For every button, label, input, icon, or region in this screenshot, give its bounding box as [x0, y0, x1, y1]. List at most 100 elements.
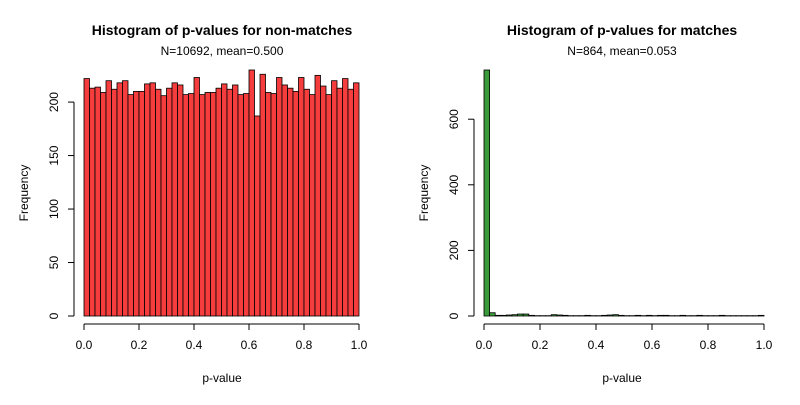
- bar: [238, 95, 244, 316]
- bar: [271, 94, 277, 316]
- x-axis-label: p-value: [602, 371, 642, 385]
- x-tick-label: 0.4: [186, 338, 203, 352]
- x-tick-label: 0.8: [700, 338, 717, 352]
- bar: [354, 83, 360, 316]
- bar: [512, 315, 518, 316]
- bar: [321, 86, 327, 316]
- bar: [227, 89, 233, 316]
- bar: [288, 88, 294, 316]
- bar: [101, 92, 107, 316]
- bar: [585, 315, 591, 316]
- bar: [518, 314, 524, 316]
- bar: [282, 85, 288, 316]
- bar: [495, 315, 501, 316]
- bar: [506, 315, 512, 316]
- bar: [150, 83, 156, 316]
- bar: [299, 77, 305, 316]
- bar: [200, 95, 206, 316]
- bar: [249, 70, 255, 316]
- chart-subtitle: N=864, mean=0.053: [567, 44, 677, 58]
- bar: [134, 91, 140, 316]
- y-axis-label: Frequency: [417, 165, 431, 222]
- bar: [277, 77, 283, 316]
- bar: [602, 315, 608, 316]
- y-tick-label: 600: [447, 109, 461, 129]
- x-tick-label: 0.2: [532, 338, 549, 352]
- bar: [233, 85, 239, 316]
- bar: [95, 87, 101, 316]
- bar: [697, 315, 703, 316]
- bar: [310, 95, 316, 316]
- y-tick-label: 150: [47, 145, 61, 165]
- y-tick-label: 0: [47, 312, 61, 319]
- bars: [84, 70, 359, 316]
- bar: [613, 315, 619, 316]
- bar: [293, 91, 299, 316]
- x-tick-label: 0.2: [131, 338, 148, 352]
- bar: [172, 83, 178, 316]
- x-tick-label: 0.4: [588, 338, 605, 352]
- bar: [326, 95, 332, 316]
- bar: [189, 94, 195, 316]
- bar: [646, 315, 652, 316]
- bar: [557, 315, 563, 316]
- bar: [216, 88, 222, 316]
- bar: [244, 94, 250, 316]
- bar: [145, 84, 151, 316]
- bar: [211, 92, 217, 316]
- bar: [758, 315, 764, 316]
- y-tick-label: 400: [447, 174, 461, 194]
- bar: [680, 315, 686, 316]
- bar: [529, 315, 535, 316]
- bar: [607, 315, 613, 316]
- y-tick-label: 200: [47, 92, 61, 112]
- bar: [90, 88, 96, 316]
- bar: [658, 315, 664, 316]
- bar: [167, 88, 173, 316]
- bar: [106, 81, 112, 316]
- x-tick-label: 0.8: [296, 338, 313, 352]
- bar: [635, 315, 641, 316]
- bar: [255, 116, 261, 316]
- bar: [156, 89, 162, 316]
- chart-title: Histogram of p-values for matches: [507, 22, 737, 38]
- bar: [123, 81, 129, 316]
- bar: [484, 70, 490, 316]
- x-tick-label: 0.0: [476, 338, 493, 352]
- bar: [139, 91, 145, 316]
- bar: [117, 83, 123, 316]
- x-axis-label: p-value: [202, 371, 242, 385]
- bar: [315, 75, 321, 316]
- y-tick-label: 200: [447, 240, 461, 260]
- bar: [183, 95, 189, 316]
- y-axis: 0 200 400 600: [447, 109, 474, 319]
- bar: [348, 89, 354, 316]
- bar: [332, 81, 338, 316]
- bar: [490, 313, 496, 316]
- bar: [161, 96, 167, 316]
- x-tick-label: 0.6: [644, 338, 661, 352]
- bar: [719, 315, 725, 316]
- bar: [84, 79, 90, 316]
- bar: [194, 77, 200, 316]
- y-tick-label: 0: [447, 312, 461, 319]
- chart-title: Histogram of p-values for non-matches: [92, 22, 353, 38]
- x-tick-label: 0.6: [241, 338, 258, 352]
- bar: [266, 92, 272, 316]
- bar: [112, 89, 118, 316]
- bar: [222, 84, 228, 316]
- bar: [343, 79, 349, 316]
- bar: [205, 92, 211, 316]
- bar: [618, 315, 624, 316]
- bar: [178, 85, 184, 316]
- histogram-panel-1: Histogram of p-values for non-matchesN=1…: [17, 22, 368, 385]
- y-axis-label: Frequency: [17, 165, 31, 222]
- bar: [337, 88, 343, 316]
- bar: [562, 315, 568, 316]
- y-tick-label: 100: [47, 199, 61, 219]
- bar: [128, 95, 134, 316]
